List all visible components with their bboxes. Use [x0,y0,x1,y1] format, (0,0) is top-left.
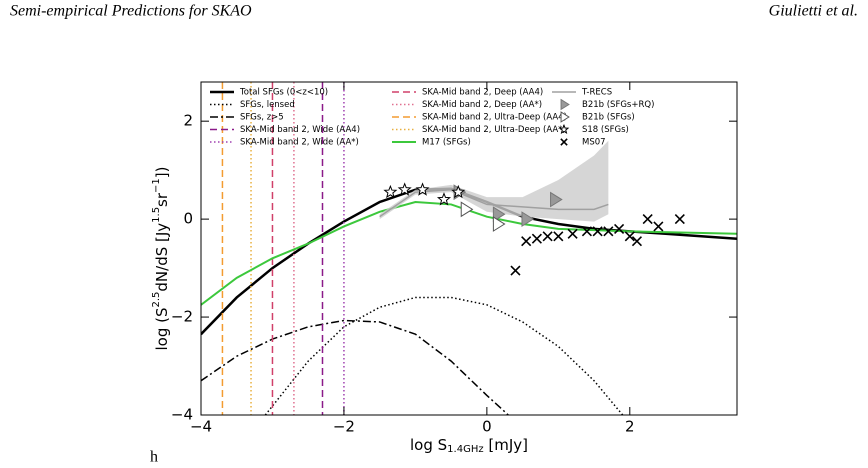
data-point [542,231,553,242]
data-point [558,123,570,135]
legend-label: M17 (SFGs) [422,138,471,148]
x-axis-label-part: 1.4GHz [447,444,483,455]
y-tick-label: −2 [171,308,193,326]
data-point [560,138,568,146]
data-point [492,206,506,223]
legend-label: SFGs, lensed [240,100,295,110]
model-line [264,296,624,415]
y-axis-label-part: 1.5 [151,207,162,223]
data-point [415,182,430,196]
data-point [614,223,625,234]
data-point [631,236,643,247]
header-right: Giulietti et al. [769,3,858,20]
legend-label: B21b (SFGs+RQ) [582,100,654,110]
y-axis-label-part: −1 [151,178,162,193]
y-axis-label-part: dN/dS [Jy [153,223,171,292]
data-point [383,184,398,199]
legend-label: SKA-Mid band 2, Deep (AA*) [422,100,542,110]
data-point [510,265,521,276]
header-left: Semi-empirical Predictions for SKAO [10,3,252,20]
data-point [436,192,451,206]
data-point [492,216,506,232]
legend-label: SKA-Mid band 2, Deep (AA4) [422,88,543,98]
legend-label: S18 (SFGs) [582,125,629,135]
data-point [553,231,564,242]
x-tick-label: 2 [625,418,635,436]
data-point [581,226,592,237]
model-line [201,200,737,306]
footer-mark: h [150,449,158,466]
data-point [674,214,685,225]
x-tick-label: −2 [333,418,355,436]
x-axis-label-part: [mJy] [484,436,528,454]
x-tick-label: 0 [482,418,492,436]
legend-label: B21b (SFGs) [582,113,635,123]
data-point [592,226,603,237]
plot-area [201,82,737,415]
y-tick-label: −4 [171,406,193,424]
data-point [642,214,653,225]
x-axis-label-part: log S [410,436,447,454]
legend-label: SKA-Mid band 2, Ultra-Deep (AA*) [422,125,566,135]
legend-label: SKA-Mid band 2, Wide (AA*) [240,138,359,148]
data-point [397,182,412,196]
legend-label: T-RECS [581,88,612,98]
y-tick-label: 2 [183,112,193,130]
legend-label: Total SFGs (0<z<10) [239,88,328,98]
y-tick-label: 0 [183,210,193,228]
data-point [550,191,563,208]
data-point [653,221,664,232]
y-axis-label: log (S2.5dN/dS [Jy1.5sr−1]) [151,166,171,350]
data-point [531,233,542,244]
legend-label: SFGs, z>5 [240,113,284,123]
data-point [603,226,614,237]
data-point [560,111,570,123]
legend-label: SKA-Mid band 2, Ultra-Deep (AA4) [422,113,567,123]
data-point [521,236,532,247]
data-point [560,98,570,111]
y-axis-label-part: 2.5 [151,292,162,308]
legend-label: MS07 [582,138,606,148]
data-point [460,201,474,218]
legend-label: SKA-Mid band 2, Wide (AA4) [240,125,360,135]
x-axis-label: log S1.4GHz [mJy] [410,436,528,456]
plot-frame [200,81,738,416]
x-tick-label: −4 [190,418,212,436]
data-point [451,184,466,199]
model-line [201,319,509,415]
y-axis-label-part: log (S [153,308,171,351]
data-point [521,211,535,228]
y-axis-label-part: ]) [153,166,171,178]
data-point [567,228,578,239]
data-point [624,231,635,242]
y-axis-label-part: sr [153,192,171,207]
